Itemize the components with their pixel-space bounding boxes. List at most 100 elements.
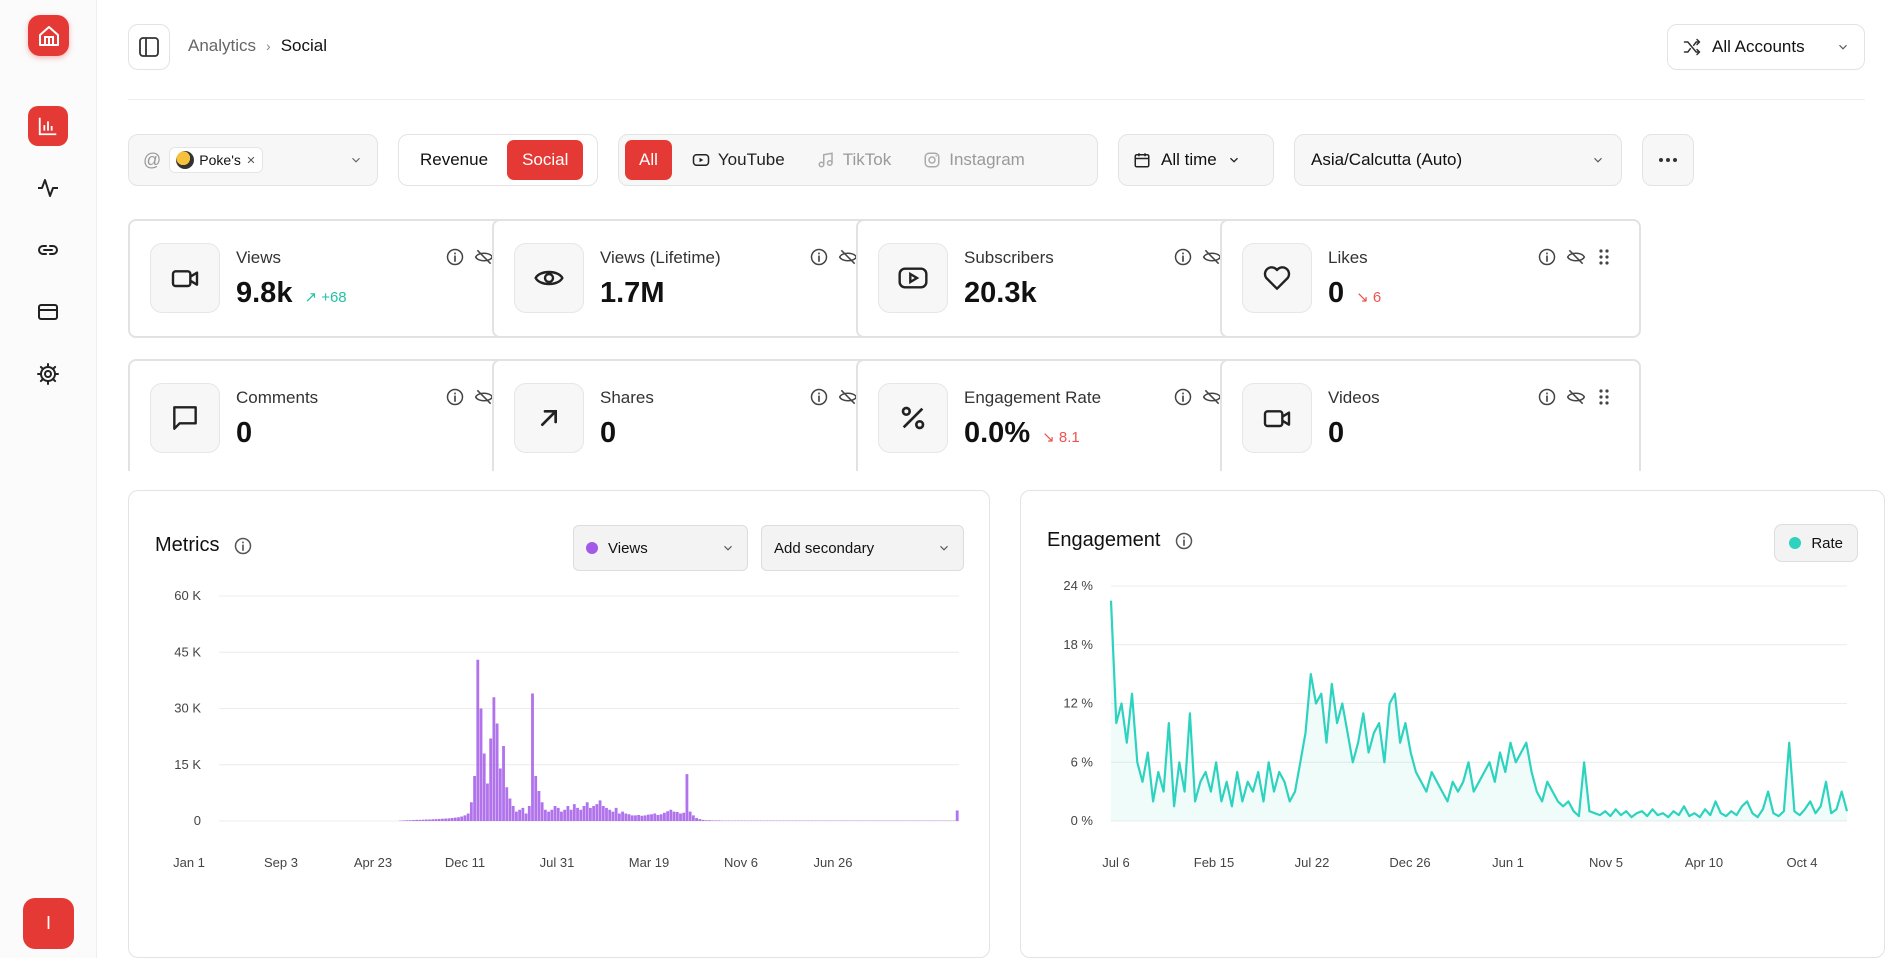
stat-value: 1.7M bbox=[600, 277, 665, 309]
views-bar bbox=[611, 811, 615, 821]
y-tick-label: 24 % bbox=[1063, 578, 1093, 593]
all-accounts-dropdown[interactable]: All Accounts bbox=[1667, 24, 1865, 70]
views-bar bbox=[592, 806, 596, 821]
info-icon[interactable] bbox=[233, 536, 253, 556]
views-bar bbox=[714, 820, 718, 821]
stat-card-videos: Videos 0 bbox=[1220, 359, 1641, 471]
primary-metric-dropdown[interactable]: Views bbox=[573, 525, 748, 571]
more-options-button[interactable] bbox=[1642, 134, 1694, 186]
chevron-down-icon bbox=[940, 545, 948, 551]
y-tick-label: 6 % bbox=[1071, 754, 1094, 769]
views-bar bbox=[553, 806, 557, 821]
breadcrumb: Analytics › Social bbox=[188, 36, 327, 56]
sidebar-item-settings[interactable] bbox=[28, 354, 68, 394]
stat-card-comments: Comments 0 bbox=[128, 359, 549, 471]
platform-tab-all[interactable]: All bbox=[625, 140, 672, 180]
drag-handle-icon[interactable] bbox=[1595, 387, 1613, 407]
top-header: Analytics › Social All Accounts bbox=[128, 24, 1865, 70]
stat-value: 9.8k ↗ +68 bbox=[236, 277, 347, 309]
x-tick-label: Dec 26 bbox=[1389, 855, 1430, 870]
sidebar-toggle-button[interactable] bbox=[128, 24, 170, 70]
x-tick-label: Dec 11 bbox=[445, 855, 485, 870]
info-icon[interactable] bbox=[809, 247, 829, 267]
bar-chart-icon bbox=[38, 117, 57, 136]
x-tick-label: Feb 15 bbox=[1194, 855, 1234, 870]
platform-tab-tiktok[interactable]: TikTok bbox=[805, 140, 904, 180]
app-logo[interactable] bbox=[28, 15, 69, 56]
account-chip[interactable]: Poke's bbox=[169, 147, 263, 173]
info-icon[interactable] bbox=[1173, 247, 1193, 267]
views-bar bbox=[646, 814, 650, 821]
stat-delta: ↘ 6 bbox=[1356, 289, 1382, 306]
rate-legend[interactable]: Rate bbox=[1774, 524, 1858, 562]
views-bar bbox=[431, 819, 435, 821]
panel-left-icon bbox=[139, 37, 159, 57]
breadcrumb-analytics[interactable]: Analytics bbox=[188, 36, 257, 55]
views-bar bbox=[717, 820, 721, 821]
eye-off-icon[interactable] bbox=[1202, 247, 1222, 267]
eye-off-icon[interactable] bbox=[1566, 387, 1586, 407]
close-icon[interactable] bbox=[246, 155, 256, 165]
platform-tab-instagram[interactable]: Instagram bbox=[911, 140, 1037, 180]
timezone-dropdown[interactable]: Asia/Calcutta (Auto) bbox=[1294, 134, 1622, 186]
sidebar-item-activity[interactable] bbox=[28, 168, 68, 208]
drag-handle-icon[interactable] bbox=[1595, 247, 1613, 267]
info-icon[interactable] bbox=[1537, 247, 1557, 267]
account-select[interactable]: @ Poke's bbox=[128, 134, 378, 186]
stat-label: Comments bbox=[236, 388, 319, 407]
sidebar-item-links[interactable] bbox=[28, 230, 68, 270]
views-bar bbox=[492, 697, 496, 821]
eye-off-icon[interactable] bbox=[838, 247, 858, 267]
user-avatar-button[interactable]: I bbox=[23, 898, 74, 949]
views-bar bbox=[656, 815, 660, 821]
platform-tab-youtube[interactable]: YouTube bbox=[680, 140, 797, 180]
views-bar bbox=[579, 809, 583, 821]
sidebar-item-billing[interactable] bbox=[28, 292, 68, 332]
views-bar bbox=[614, 807, 618, 821]
x-tick-label: Jan 1 bbox=[173, 855, 205, 870]
info-icon[interactable] bbox=[1174, 531, 1194, 551]
stat-value: 0.0% ↘ 8.1 bbox=[964, 417, 1080, 449]
primary-metric-label: Views bbox=[608, 539, 648, 557]
stat-card-likes: Likes 0 ↘ 6 bbox=[1220, 219, 1641, 338]
eye-off-icon[interactable] bbox=[1566, 247, 1586, 267]
eye-off-icon[interactable] bbox=[1202, 387, 1222, 407]
stat-icon-box bbox=[150, 383, 220, 453]
eye-off-icon[interactable] bbox=[474, 247, 494, 267]
views-bar bbox=[627, 814, 631, 821]
add-secondary-dropdown[interactable]: Add secondary bbox=[761, 525, 964, 571]
eye-off-icon[interactable] bbox=[474, 387, 494, 407]
views-bar bbox=[650, 814, 653, 821]
sidebar-item-analytics[interactable] bbox=[28, 106, 68, 146]
video-icon bbox=[1263, 410, 1291, 428]
chevron-down-icon bbox=[724, 545, 732, 551]
info-icon[interactable] bbox=[809, 387, 829, 407]
views-bar bbox=[691, 815, 695, 821]
info-icon[interactable] bbox=[445, 387, 465, 407]
info-icon[interactable] bbox=[1173, 387, 1193, 407]
account-chip-label: Poke's bbox=[199, 152, 241, 168]
views-bar bbox=[502, 746, 505, 821]
house-logo-icon bbox=[38, 25, 59, 46]
x-tick-label: Apr 23 bbox=[354, 855, 392, 870]
revenue-tab[interactable]: Revenue bbox=[420, 150, 489, 169]
stat-label: Subscribers bbox=[964, 248, 1054, 267]
platform-tabs: All YouTube TikTok Instagram bbox=[618, 134, 1098, 186]
eye-off-icon[interactable] bbox=[838, 387, 858, 407]
date-range-dropdown[interactable]: All time bbox=[1118, 134, 1274, 186]
views-bar bbox=[508, 798, 512, 821]
social-tab[interactable]: Social bbox=[507, 140, 584, 180]
activity-icon bbox=[38, 179, 58, 197]
views-bar bbox=[537, 791, 541, 821]
info-icon[interactable] bbox=[1537, 387, 1557, 407]
account-avatar bbox=[176, 151, 195, 169]
views-bar bbox=[653, 813, 657, 821]
y-tick-label: 0 % bbox=[1071, 813, 1094, 828]
views-bar bbox=[505, 787, 509, 821]
stat-value: 0 ↘ 6 bbox=[1328, 277, 1382, 309]
views-bar bbox=[473, 776, 476, 821]
views-bar bbox=[418, 819, 422, 821]
views-bar bbox=[601, 806, 605, 821]
views-bar bbox=[515, 811, 518, 821]
info-icon[interactable] bbox=[445, 247, 465, 267]
